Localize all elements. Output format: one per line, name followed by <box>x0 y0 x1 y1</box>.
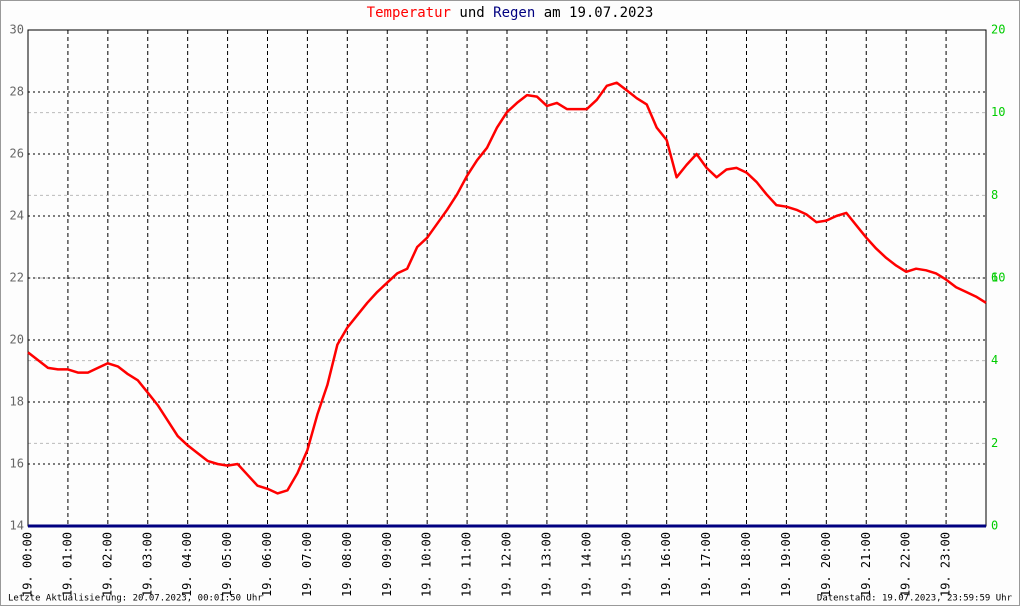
x-tick-label: 19. 03:00 <box>140 532 154 597</box>
footer-right: Datenstand: 19.07.2023, 23:59:59 Uhr <box>817 594 1013 604</box>
y-tick-label: 30 <box>10 23 24 37</box>
x-tick-label: 19. 09:00 <box>380 532 394 597</box>
x-tick-label: 19. 20:00 <box>819 532 833 597</box>
y3-tick-label: 8 <box>991 188 998 202</box>
x-tick-label: 19. 06:00 <box>260 532 274 597</box>
y2-tick-label: 10 <box>991 271 1005 285</box>
x-tick-label: 19. 18:00 <box>739 532 753 597</box>
x-tick-label: 19. 14:00 <box>579 532 593 597</box>
y-tick-label: 24 <box>10 209 24 223</box>
y3-tick-label: 6 <box>991 271 998 285</box>
y3-tick-label: 10 <box>991 105 1005 119</box>
y-tick-label: 28 <box>10 85 24 99</box>
y-tick-label: 16 <box>10 457 24 471</box>
x-tick-label: 19. 08:00 <box>340 532 354 597</box>
x-tick-label: 19. 07:00 <box>300 532 314 597</box>
y2-tick-label: 0 <box>991 519 998 533</box>
title-part: am 19.07.2023 <box>544 5 654 21</box>
y-tick-label: 18 <box>10 395 24 409</box>
x-tick-label: 19. 00:00 <box>21 532 35 597</box>
x-tick-label: 19. 17:00 <box>699 532 713 597</box>
x-tick-label: 19. 13:00 <box>539 532 553 597</box>
y3-tick-label: 2 <box>991 436 998 450</box>
x-tick-label: 19. 22:00 <box>899 532 913 597</box>
x-tick-label: 19. 01:00 <box>60 532 74 597</box>
x-tick-label: 19. 21:00 <box>859 532 873 597</box>
x-tick-label: 19. 10:00 <box>420 532 434 597</box>
x-tick-label: 19. 23:00 <box>939 532 953 597</box>
y3-tick-label: 4 <box>991 353 998 367</box>
y-tick-label: 14 <box>10 519 24 533</box>
title-part: Regen <box>493 5 535 21</box>
x-tick-label: 19. 02:00 <box>100 532 114 597</box>
title-part: und <box>459 5 484 21</box>
y2-tick-label: 20 <box>991 23 1005 37</box>
x-tick-label: 19. 16:00 <box>659 532 673 597</box>
chart-title: Temperatur und Regen am 19.07.2023 <box>367 5 654 21</box>
x-tick-label: 19. 19:00 <box>779 532 793 597</box>
title-part: Temperatur <box>367 5 451 21</box>
y-tick-label: 22 <box>10 271 24 285</box>
y-tick-label: 20 <box>10 333 24 347</box>
footer-left: Letzte Aktualisierung: 20.07.2023, 00:01… <box>8 594 263 604</box>
y-tick-label: 26 <box>10 147 24 161</box>
x-tick-label: 19. 15:00 <box>619 532 633 597</box>
line-series <box>27 81 987 495</box>
x-tick-label: 19. 12:00 <box>500 532 514 597</box>
x-tick-label: 19. 11:00 <box>460 532 474 597</box>
x-tick-label: 19. 04:00 <box>180 532 194 597</box>
x-tick-label: 19. 05:00 <box>220 532 234 597</box>
